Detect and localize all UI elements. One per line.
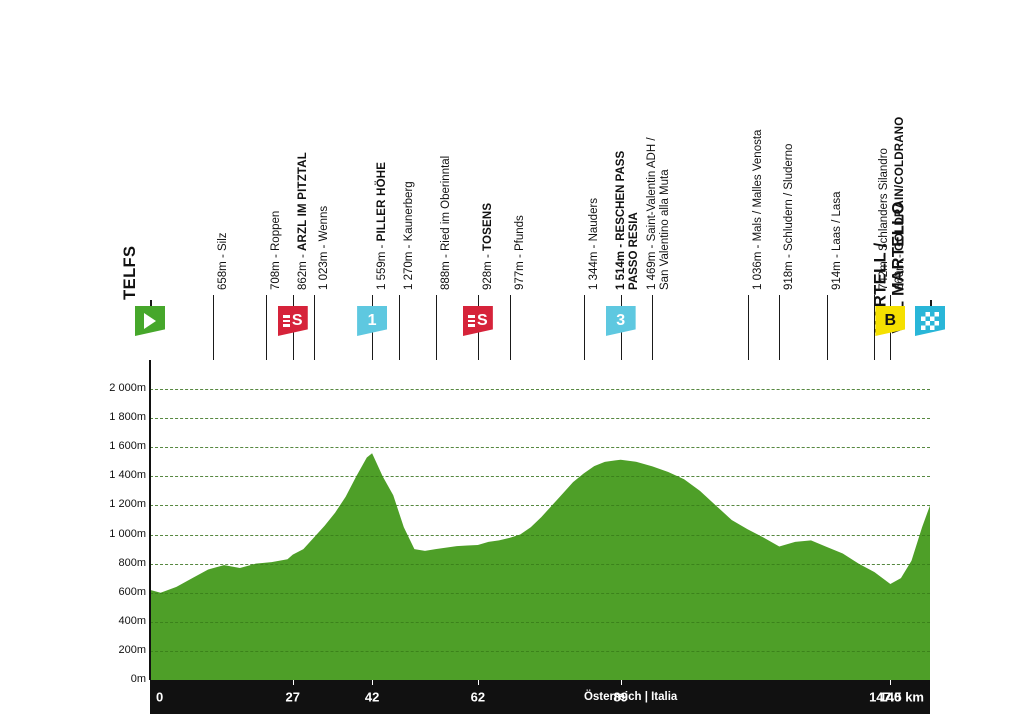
leader-line: [930, 300, 932, 306]
checker-pattern: [921, 312, 939, 330]
x-axis-tick-label: 27: [285, 689, 300, 705]
x-axis-band: 0 27 42 62 89 140 147.5 km Österreich | Italia: [150, 680, 930, 714]
gridline: [150, 447, 930, 449]
leader-line: [435, 295, 437, 360]
gridline: [150, 505, 930, 507]
leader-line: [779, 295, 781, 360]
leader-line: [652, 295, 654, 360]
x-axis-tick-label: 89: [613, 689, 628, 705]
elevation-plot: [150, 360, 930, 680]
y-axis-tick-label: 0m: [130, 673, 146, 685]
marker-label: 3: [616, 312, 626, 329]
gridline: [150, 476, 930, 478]
y-axis-tick-label: 200m: [118, 643, 146, 656]
leader-line: [398, 295, 400, 360]
x-axis-tick-label: 42: [364, 689, 380, 705]
gridline: [150, 650, 930, 652]
gridline: [150, 563, 930, 565]
y-axis-tick-label: 800m: [118, 556, 146, 569]
x-axis-tick-label: 147.5 km: [869, 689, 924, 705]
y-axis-tick-label: 1 400m: [109, 469, 146, 482]
leader-line: [583, 295, 585, 360]
x-axis-tick-label: 140: [879, 689, 902, 705]
x-axis-tick: [477, 680, 479, 685]
start-flag-icon: [135, 306, 165, 336]
country-border-label: Österreich | Italia: [583, 691, 678, 703]
gridline: [150, 621, 930, 623]
x-axis-tick: [890, 680, 892, 685]
leader-line: [213, 295, 215, 360]
marker-label: 1: [367, 312, 377, 329]
y-axis-tick-label: 400m: [118, 614, 146, 627]
play-triangle-icon: [144, 313, 156, 329]
x-axis-tick: [620, 680, 622, 685]
sprint-glyph: S: [282, 313, 303, 329]
x-axis-tick-label: 0: [156, 689, 164, 705]
y-axis-tick-label: 1 000m: [109, 527, 146, 540]
climb-cat1-icon: 1: [357, 306, 388, 336]
leader-line: [266, 295, 268, 360]
climb-cat3-icon: 3: [605, 306, 636, 336]
x-axis-tick: [372, 680, 374, 685]
gridline: [150, 534, 930, 536]
elevation-area: [150, 453, 930, 680]
x-axis-tick: [292, 680, 294, 685]
bonus-icon: B: [875, 306, 906, 336]
y-axis-tick-label: 1 800m: [109, 411, 146, 424]
leader-line: [747, 295, 749, 360]
x-axis-tick-label: 62: [470, 689, 486, 705]
gridline: [150, 418, 930, 420]
leader-line: [509, 295, 511, 360]
y-axis-tick-label: 1 200m: [109, 498, 146, 511]
marker-label: B: [884, 312, 897, 329]
gridline: [150, 389, 930, 391]
sprint-icon: S: [462, 306, 493, 336]
y-axis-tick-label: 600m: [118, 585, 146, 598]
y-axis-line: [149, 360, 151, 680]
leader-line: [150, 300, 152, 306]
y-axis-labels: 0m 200m 400m 600m 800m 1 000m 1 200m 1 400m 1 60…: [104, 350, 150, 690]
gridline: [150, 592, 930, 594]
leader-line: [874, 295, 876, 360]
leader-line: [313, 295, 315, 360]
y-axis-tick-label: 1 600m: [109, 440, 146, 453]
sprint-icon: S: [277, 306, 308, 336]
checkered-flag-icon: [915, 306, 945, 336]
leader-line: [826, 295, 828, 360]
sprint-glyph: S: [468, 313, 488, 329]
y-axis-tick-label: 2 000m: [109, 382, 146, 395]
